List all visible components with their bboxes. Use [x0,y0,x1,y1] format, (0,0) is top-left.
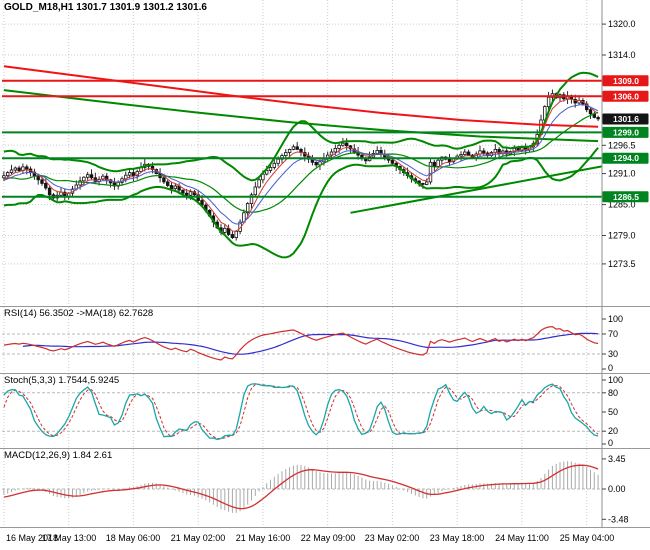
price-badge [602,191,649,203]
price-tick-label: 1320.0 [608,19,636,29]
rsi-ma-line [22,332,599,355]
price-badge-label: 1294.0 [613,153,639,163]
price-badge [602,152,649,164]
support-trendline[interactable] [350,165,603,214]
time-axis[interactable]: 16 May 2018 17 May 13:00 18 May 06:00 21 Ma… [0,527,650,550]
price-badge-label: 1286.5 [613,192,639,202]
macd-tick-label: -3.48 [608,514,629,524]
price-tick-label: 1314.0 [608,50,636,60]
stochastic-k-line [3,383,599,441]
macd-tick-label: 3.45 [608,454,626,464]
price-chart-canvas[interactable]: 1320.0 1314.0 1296.5 1291.0 1285.0 1279.0 1273… [0,0,650,306]
rsi-tick-label: 0 [608,363,613,373]
price-badge [602,90,649,102]
stoch-tick-label: 80 [608,388,618,398]
bollinger-lower-band [3,147,599,259]
price-badge-label: 1301.6 [613,114,639,124]
fast-red-ma-line [3,98,599,232]
macd-canvas[interactable]: 3.45 0.00 -3.48 [0,449,650,527]
price-tick-label: 1296.5 [608,140,636,150]
macd-tick-label: 0.00 [608,484,626,494]
x-axis-label: 16 May 2018 [5,533,59,543]
slow-green-ma-line[interactable] [3,89,599,143]
x-axis-label: 21 May 16:00 [235,533,291,543]
slow-red-ma-line[interactable] [3,65,599,128]
price-badge-label: 1306.0 [613,91,639,101]
stoch-tick-label: 0 [608,438,613,448]
x-axis-label: 23 May 18:00 [429,533,485,543]
stoch-tick-label: 50 [608,407,618,417]
price-tick-label: 1291.0 [608,169,636,179]
price-badge [602,75,649,87]
price-badge-label: 1309.0 [613,76,639,86]
rsi-panel[interactable]: 100 70 30 0 RSI(14) 56.3502 ->MA(18) 62.762… [0,306,650,373]
rsi-tick-label: 70 [608,329,618,339]
rsi-canvas[interactable]: 100 70 30 0 [0,307,650,373]
price-badge [602,113,649,125]
stochastic-canvas[interactable]: 100 80 50 20 0 [0,374,650,448]
rsi-tick-label: 100 [608,314,623,324]
price-tick-label: 1273.5 [608,259,636,269]
rsi-tick-label: 30 [608,349,618,359]
main-price-panel[interactable]: 1320.0 1314.0 1296.5 1291.0 1285.0 1279.0 1273… [0,0,650,306]
macd-signal-line [3,464,599,510]
fast-blue-ma-line [3,104,599,225]
rsi-line [3,325,599,361]
x-axis-label: 17 May 13:00 [41,533,97,543]
x-axis-label: 18 May 06:00 [105,533,161,543]
macd-histogram [3,461,599,513]
x-axis-label: 22 May 09:00 [300,533,356,543]
x-axis-label: 25 May 04:00 [559,533,615,543]
stoch-tick-label: 100 [608,375,623,385]
stochastic-panel[interactable]: 100 80 50 20 0 Stoch(5,3,3) 1.7544,5.9245 [0,373,650,448]
price-badge [602,126,649,138]
stoch-tick-label: 20 [608,426,618,436]
x-axis-label: 24 May 11:00 [495,533,549,543]
price-tick-label: 1279.0 [608,231,636,241]
x-axis-label: 23 May 02:00 [364,533,420,543]
x-axis-label: 21 May 02:00 [170,533,226,543]
price-badge-label: 1299.0 [613,127,639,137]
price-tick-label: 1285.0 [608,200,636,210]
macd-panel[interactable]: 3.45 0.00 -3.48 MACD(12,26,9) 1.84 2.61 [0,448,650,527]
bollinger-upper-band [3,71,599,182]
candles [2,89,600,241]
